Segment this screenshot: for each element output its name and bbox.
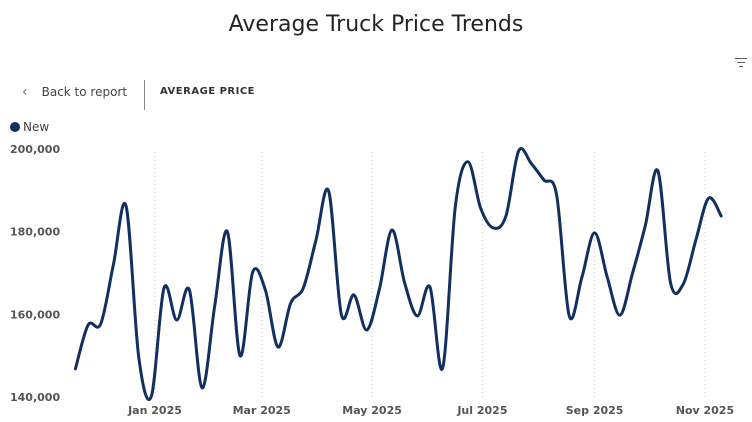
data-point [198,384,206,392]
y-tick-label: 200,000 [10,143,60,156]
data-point [439,364,447,372]
data-point [173,316,181,324]
data-point [616,311,624,319]
data-point [274,343,282,351]
data-point [540,176,548,184]
data-point [654,167,662,175]
data-point [413,312,421,320]
x-tick-label: Jul 2025 [456,404,507,417]
back-to-report-button[interactable]: ‹ Back to report [22,84,127,100]
data-point [160,284,168,292]
data-point [477,204,485,212]
data-point [97,320,105,328]
data-point [312,236,320,244]
data-point [388,226,396,234]
data-point [705,194,713,202]
data-point [565,312,573,320]
y-tick-label: 180,000 [10,226,60,239]
data-point [578,273,586,281]
legend-marker [10,122,20,132]
data-point [502,212,510,220]
data-point [299,284,307,292]
data-point [185,286,193,294]
data-point [527,159,535,167]
data-point [426,283,434,291]
chart-title: Average Truck Price Trends [228,12,524,37]
data-point [287,299,295,307]
data-point [464,158,472,166]
x-tick-label: Sep 2025 [566,404,624,417]
data-point [249,268,257,276]
y-tick-label: 160,000 [10,308,60,321]
data-point [515,147,523,155]
data-point [641,222,649,230]
data-point [223,228,231,236]
data-point [135,353,143,361]
divider [144,80,145,110]
data-point [489,224,497,232]
x-tick-label: Nov 2025 [676,404,734,417]
data-point [236,352,244,360]
data-point [147,392,155,400]
x-tick-label: Mar 2025 [233,404,291,417]
data-point [350,291,358,299]
data-point [337,310,345,318]
data-point [84,321,92,329]
x-tick-label: May 2025 [342,404,402,417]
data-point [363,326,371,334]
series-line-new [73,147,723,401]
breadcrumb: AVERAGE PRICE [160,86,256,97]
data-point [679,280,687,288]
data-point [591,229,599,237]
data-point [261,286,269,294]
data-point [717,212,725,220]
data-point [401,279,409,287]
data-point [553,191,561,199]
data-point [692,236,700,244]
data-point [603,273,611,281]
back-label: Back to report [41,85,128,99]
x-tick-label: Jan 2025 [127,404,182,417]
data-point [122,202,130,210]
data-point [109,261,117,269]
data-point [451,203,459,211]
data-point [667,279,675,287]
legend[interactable]: New [10,120,49,134]
data-point [211,302,219,310]
y-tick-label: 140,000 [10,391,60,404]
chevron-left-icon: ‹ [22,84,28,100]
data-point [71,365,79,373]
data-point [629,269,637,277]
data-point [375,286,383,294]
data-point [325,187,333,195]
filter-icon[interactable] [735,58,747,68]
legend-label: New [23,120,50,134]
